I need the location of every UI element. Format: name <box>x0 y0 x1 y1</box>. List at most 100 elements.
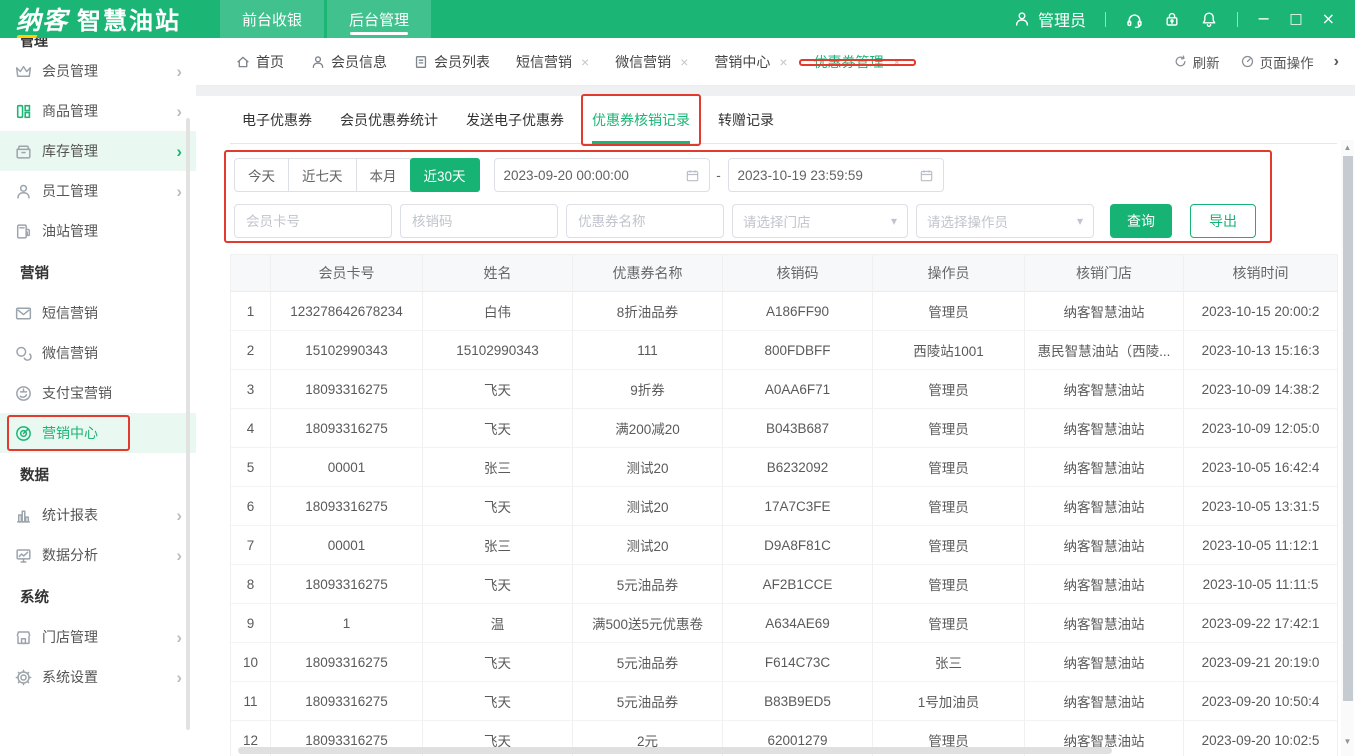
sidebar-item-alipay-marketing[interactable]: 支付宝营销 <box>0 373 196 413</box>
search-button[interactable]: 查询 <box>1110 204 1172 238</box>
gauge-icon <box>1240 54 1255 69</box>
range-30days-button[interactable]: 近30天 <box>409 158 480 192</box>
cell-redeem-code: B83B9ED5 <box>723 682 873 721</box>
cell-index: 8 <box>231 565 271 604</box>
close-tab-icon[interactable]: × <box>581 53 590 70</box>
cell-coupon-name: 5元油品券 <box>573 565 723 604</box>
lock-icon[interactable] <box>1163 10 1181 28</box>
table-header-cell: 姓名 <box>423 254 573 292</box>
member-card-input[interactable] <box>234 204 392 238</box>
coupon-name-input[interactable] <box>566 204 724 238</box>
subtab-e-coupon[interactable]: 电子优惠券 <box>242 111 312 128</box>
fuel-pump-icon <box>14 222 33 241</box>
calendar-icon[interactable] <box>685 168 700 183</box>
cell-coupon-name: 8折油品券 <box>573 292 723 331</box>
redeem-code-input[interactable] <box>400 204 558 238</box>
chevron-right-icon: › <box>176 545 182 565</box>
sidebar-item-label: 油站管理 <box>42 223 98 239</box>
sidebar-item-goods-mgmt[interactable]: 商品管理 › <box>0 91 196 131</box>
sidebar-item-store-mgmt[interactable]: 门店管理 › <box>0 617 196 657</box>
sidebar-item-station-mgmt[interactable]: 油站管理 <box>0 211 196 251</box>
nav-front-cashier[interactable]: 前台收银 <box>220 0 325 38</box>
export-button[interactable]: 导出 <box>1190 204 1256 238</box>
filter-row-search: 请选择门店 ▾ 请选择操作员 ▾ 查询 导出 <box>234 204 1256 238</box>
bar-chart-icon <box>14 506 33 525</box>
sidebar-item-data-analysis[interactable]: 数据分析 › <box>0 535 196 575</box>
sidebar-item-member-mgmt[interactable]: 会员管理 › <box>0 51 196 91</box>
refresh-button[interactable]: 刷新 <box>1173 52 1220 72</box>
sidebar-item-label: 商品管理 <box>42 103 98 119</box>
page-operations-button[interactable]: 页面操作 <box>1240 52 1314 72</box>
cell-coupon-name: 5元油品券 <box>573 682 723 721</box>
close-tab-icon[interactable]: × <box>779 53 788 70</box>
calendar-icon[interactable] <box>919 168 934 183</box>
sidebar-item-staff-mgmt[interactable]: 员工管理 › <box>0 171 196 211</box>
sidebar-item-inventory-mgmt[interactable]: 库存管理 › <box>0 131 196 171</box>
scroll-up-icon[interactable]: ▲ <box>1343 142 1352 152</box>
maximize-button[interactable]: □ <box>1289 11 1303 27</box>
tab-home[interactable]: 首页 <box>222 52 297 72</box>
table-row: 2 15102990343 15102990343 111 800FDBFF 西陵站100… <box>231 331 1338 370</box>
minimize-button[interactable]: − <box>1256 9 1271 28</box>
tab-marketing-center[interactable]: 营销中心 × <box>714 53 788 70</box>
cell-operator: 西陵站1001 <box>873 331 1025 370</box>
cell-store: 纳客智慧油站 <box>1025 292 1184 331</box>
cell-coupon-name: 测试20 <box>573 487 723 526</box>
chevron-right-icon: › <box>176 141 182 161</box>
tab-sms-marketing[interactable]: 短信营销 × <box>516 53 590 70</box>
close-tab-icon[interactable]: × <box>680 53 689 70</box>
sidebar-item-wechat-marketing[interactable]: 微信营销 <box>0 333 196 373</box>
cell-store: 纳客智慧油站 <box>1025 682 1184 721</box>
store-select[interactable]: 请选择门店 ▾ <box>732 204 908 238</box>
tab-member-list[interactable]: 会员列表 <box>400 52 503 72</box>
vertical-scrollbar[interactable]: ▲ ▼ <box>1341 140 1354 756</box>
cell-operator: 管理员 <box>873 721 1025 756</box>
range-today-button[interactable]: 今天 <box>234 158 289 192</box>
cell-card-number: 15102990343 <box>271 331 423 370</box>
close-tab-icon[interactable]: × <box>892 53 901 70</box>
tab-coupon-mgmt[interactable]: 优惠券管理 × <box>813 53 901 70</box>
table-header-cell <box>231 254 271 292</box>
sidebar-item-marketing-center[interactable]: 营销中心 <box>0 413 196 453</box>
sidebar-scrollbar[interactable] <box>186 118 190 730</box>
subtab-send-e-coupon[interactable]: 发送电子优惠券 <box>466 111 564 128</box>
close-window-button[interactable]: × <box>1321 9 1335 28</box>
target-icon <box>14 424 33 443</box>
chevron-right-icon: › <box>176 667 182 687</box>
app-logo: 纳客 智慧油站 <box>0 1 220 37</box>
nav-backend-admin[interactable]: 后台管理 <box>327 0 432 38</box>
headset-icon[interactable] <box>1125 10 1144 29</box>
redeem-records-table: 会员卡号 姓名 优惠券名称 核销码 操作员 核销门店 核销时间 1 1232786426782… <box>230 254 1338 756</box>
tab-member-info[interactable]: 会员信息 <box>297 52 400 72</box>
chevron-right-icon[interactable]: › <box>1333 52 1339 70</box>
horizontal-scrollbar-thumb[interactable] <box>238 747 1112 754</box>
filter-area: 今天 近七天 本月 近30天 2023-09-20 00:00:00 - 202… <box>234 158 1256 238</box>
range-7days-button[interactable]: 近七天 <box>288 158 357 192</box>
topbar-right: 管理员 − □ × <box>1013 7 1355 31</box>
table-row: 1 123278642678234 白伟 8折油品券 A186FF90 管理员 纳客智慧油站… <box>231 292 1338 331</box>
monitor-chart-icon <box>14 546 33 565</box>
sidebar-item-sms-marketing[interactable]: 短信营销 <box>0 293 196 333</box>
table-body: 1 123278642678234 白伟 8折油品券 A186FF90 管理员 纳客智慧油站… <box>231 292 1338 756</box>
tab-wechat-marketing[interactable]: 微信营销 × <box>615 53 689 70</box>
chevron-right-icon: › <box>176 181 182 201</box>
coupon-subtabs: 电子优惠券 会员优惠券统计 发送电子优惠券 优惠券核销记录 转赠记录 <box>230 96 1337 144</box>
sidebar-item-system-settings[interactable]: 系统设置 › <box>0 657 196 697</box>
table-header-cell: 优惠券名称 <box>573 254 723 292</box>
range-month-button[interactable]: 本月 <box>355 158 411 192</box>
table-header-cell: 操作员 <box>873 254 1025 292</box>
vertical-scrollbar-thumb[interactable] <box>1342 156 1353 701</box>
bell-icon[interactable] <box>1200 10 1218 28</box>
subtab-coupon-redeem-records[interactable]: 优惠券核销记录 <box>592 96 690 144</box>
subtab-transfer-records[interactable]: 转赠记录 <box>718 111 774 128</box>
operator-select[interactable]: 请选择操作员 ▾ <box>916 204 1094 238</box>
subtab-member-coupon-stats[interactable]: 会员优惠券统计 <box>340 111 438 128</box>
sidebar-item-report[interactable]: 统计报表 › <box>0 495 196 535</box>
end-date-input[interactable]: 2023-10-19 23:59:59 <box>727 158 944 192</box>
scroll-down-icon[interactable]: ▼ <box>1343 736 1352 746</box>
cell-index: 3 <box>231 370 271 409</box>
start-date-input[interactable]: 2023-09-20 00:00:00 <box>493 158 710 192</box>
table-row: 5 00001 张三 测试20 B6232092 管理员 纳客智慧油站 2023-10-05 … <box>231 448 1338 487</box>
user-menu[interactable]: 管理员 <box>1013 7 1086 31</box>
cell-redeem-time: 2023-09-22 17:42:1 <box>1184 604 1338 643</box>
